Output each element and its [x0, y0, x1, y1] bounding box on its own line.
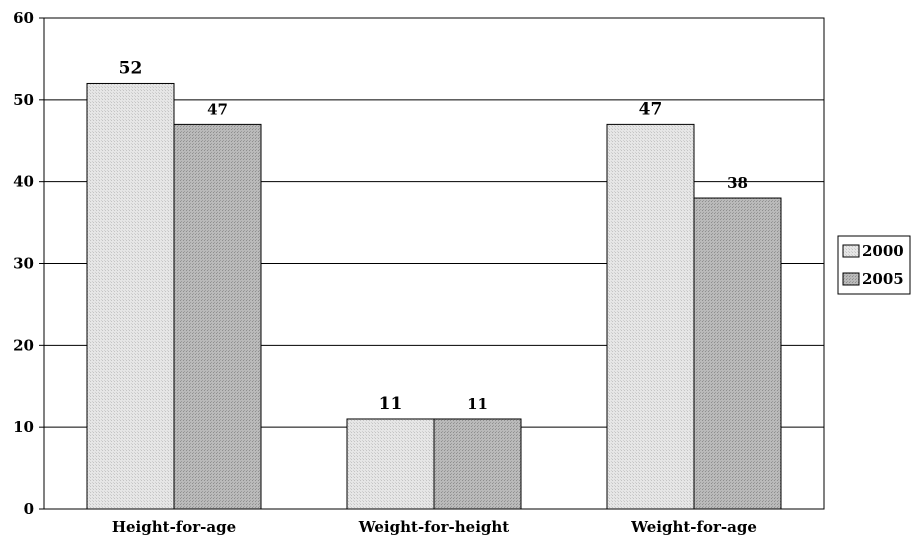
data-label: 47	[207, 100, 228, 118]
y-axis-ticks: 0 10 20 30 40 50 60	[13, 9, 44, 518]
y-tick-label: 0	[24, 500, 34, 518]
bars	[86, 82, 782, 510]
data-label: 11	[467, 395, 488, 413]
bar-2005-2	[693, 197, 782, 510]
legend-label: 2005	[862, 270, 904, 288]
y-tick-label: 10	[13, 418, 34, 436]
legend-swatch	[842, 244, 860, 258]
data-label: 52	[119, 58, 143, 78]
y-tick-label: 60	[13, 9, 34, 27]
bar-2005-0	[173, 123, 262, 510]
x-tick-label: Height-for-age	[112, 518, 236, 536]
y-tick-label: 20	[13, 336, 34, 354]
bar-2000-0	[86, 82, 175, 510]
y-tick-label: 30	[13, 255, 34, 273]
y-tick-label: 50	[13, 91, 34, 109]
x-tick-label: Weight-for-height	[358, 518, 510, 536]
legend: 2000 2005	[837, 235, 911, 295]
bar-2000-1	[346, 418, 435, 510]
x-tick-label: Weight-for-age	[630, 518, 757, 536]
legend-label: 2000	[862, 242, 904, 260]
data-label: 11	[379, 394, 403, 414]
bar-2005-1	[433, 418, 522, 510]
x-axis-labels: Height-for-age Weight-for-height Weight-fo…	[112, 518, 757, 536]
data-label: 47	[639, 99, 663, 119]
bar-2000-2	[606, 123, 695, 510]
legend-swatch	[842, 272, 860, 286]
data-label: 38	[727, 174, 748, 192]
y-tick-label: 40	[13, 173, 34, 191]
data-labels: 52 47 11 11 47 38	[119, 58, 748, 414]
